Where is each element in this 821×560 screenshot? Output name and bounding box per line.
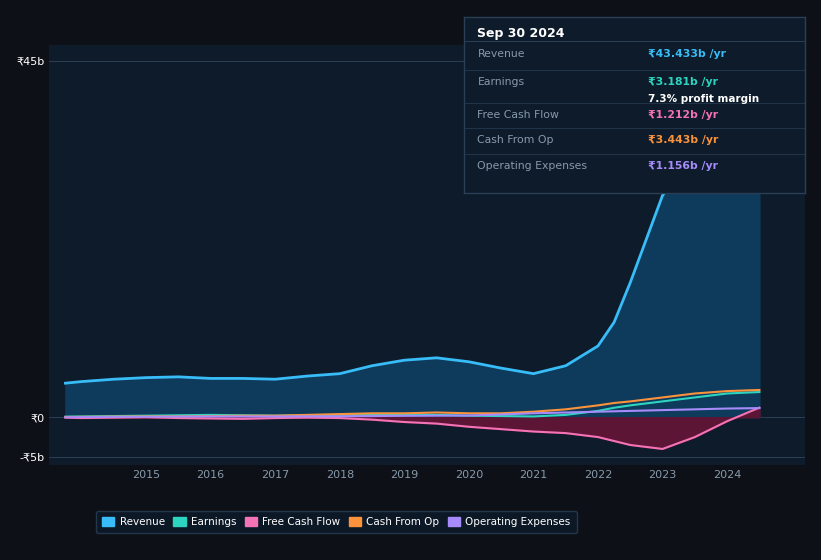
Text: ₹1.212b /yr: ₹1.212b /yr (648, 110, 718, 120)
Text: Earnings: Earnings (478, 77, 525, 87)
Text: 7.3% profit margin: 7.3% profit margin (648, 95, 759, 104)
Text: Free Cash Flow: Free Cash Flow (478, 110, 559, 120)
Text: ₹3.443b /yr: ₹3.443b /yr (648, 135, 718, 145)
Legend: Revenue, Earnings, Free Cash Flow, Cash From Op, Operating Expenses: Revenue, Earnings, Free Cash Flow, Cash … (95, 511, 577, 533)
Text: Operating Expenses: Operating Expenses (478, 161, 588, 171)
Text: ₹43.433b /yr: ₹43.433b /yr (648, 49, 726, 59)
Text: Cash From Op: Cash From Op (478, 135, 554, 145)
Text: Sep 30 2024: Sep 30 2024 (478, 27, 565, 40)
Text: ₹1.156b /yr: ₹1.156b /yr (648, 161, 718, 171)
Text: ₹3.181b /yr: ₹3.181b /yr (648, 77, 718, 87)
Text: Revenue: Revenue (478, 49, 525, 59)
